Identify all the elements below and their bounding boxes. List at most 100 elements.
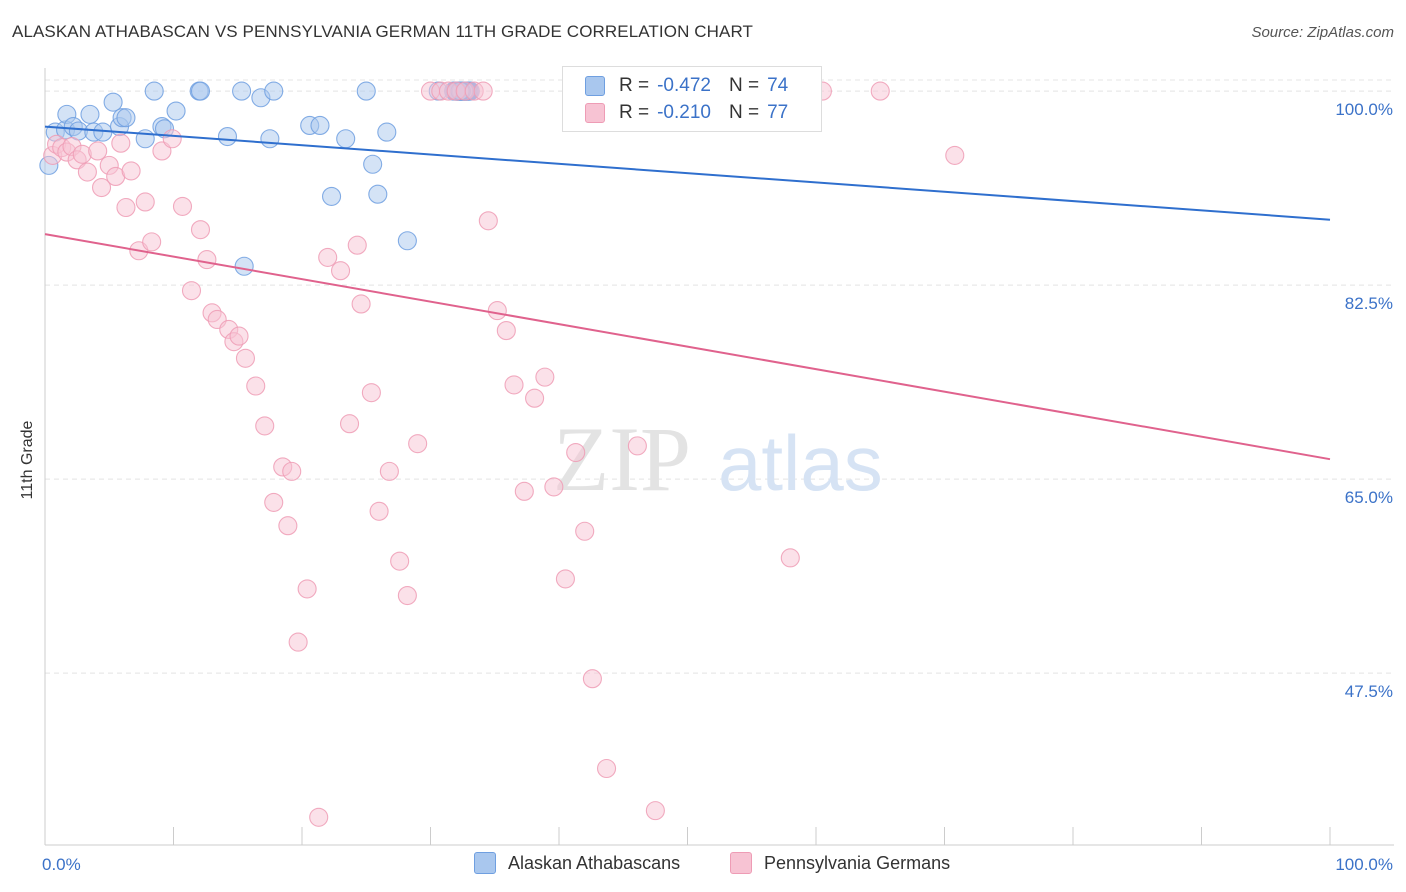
- y-tick-label: 100.0%: [1335, 100, 1393, 119]
- point-pa-german: [575, 521, 595, 541]
- point-pa-german: [288, 632, 308, 652]
- point-athabascan: [336, 129, 356, 149]
- point-pa-german: [504, 375, 524, 395]
- point-pa-german: [255, 416, 275, 436]
- point-pa-german: [91, 177, 112, 198]
- legend-swatch-athabascan: [585, 76, 605, 96]
- point-pa-german: [282, 461, 302, 481]
- point-athabascan: [363, 154, 383, 174]
- series-legend: Alaskan Athabascans Pennsylvania Germans: [0, 852, 1406, 876]
- point-pa-german: [496, 321, 516, 341]
- trend-lines: [44, 125, 1331, 461]
- point-pa-german: [347, 235, 367, 255]
- point-pa-german: [870, 81, 890, 101]
- point-pa-german: [535, 367, 555, 387]
- legend-swatch-pa-german: [730, 852, 752, 874]
- point-pa-german: [278, 516, 298, 536]
- point-pa-german: [397, 585, 417, 606]
- point-athabascan: [166, 101, 186, 121]
- watermark: ZIP atlas: [553, 408, 883, 510]
- point-pa-german: [264, 492, 284, 512]
- r-value-pa-german: -0.210: [657, 102, 711, 123]
- point-athabascan: [80, 104, 100, 124]
- point-pa-german: [351, 294, 371, 314]
- point-pa-german: [408, 434, 428, 454]
- legend-item-athabascan[interactable]: Alaskan Athabascans: [474, 852, 680, 874]
- point-pa-german: [111, 133, 131, 153]
- point-athabascan: [397, 231, 417, 251]
- point-pa-german: [116, 197, 136, 218]
- axes: [44, 68, 1394, 846]
- r-label: R =: [619, 102, 650, 123]
- legend-swatch-athabascan: [474, 852, 496, 874]
- x-tick-label-right: 100.0%: [1335, 855, 1393, 874]
- point-pa-german: [197, 250, 217, 270]
- n-value-pa-german: 77: [767, 102, 789, 123]
- legend-row-athabascan: R = -0.472 N = 74: [585, 75, 788, 97]
- legend-item-pa-german[interactable]: Pennsylvania Germans: [730, 852, 950, 874]
- point-pa-german: [596, 758, 617, 779]
- point-athabascan: [356, 81, 376, 101]
- point-pa-german: [152, 141, 172, 161]
- point-athabascan: [234, 256, 254, 276]
- point-athabascan: [368, 184, 388, 204]
- watermark-atlas: atlas: [718, 419, 883, 507]
- point-pa-german: [555, 569, 575, 589]
- legend-label-athabascan: Alaskan Athabascans: [508, 852, 681, 873]
- point-pa-german: [582, 669, 602, 689]
- trend-line-pa-german: [44, 233, 1331, 461]
- point-pa-german: [945, 145, 965, 165]
- point-athabascan: [232, 81, 252, 101]
- point-pa-german: [369, 501, 389, 521]
- point-pa-german: [566, 442, 586, 463]
- r-value-athabascan: -0.472: [657, 75, 711, 96]
- point-pa-german: [487, 301, 507, 321]
- point-pa-german: [379, 461, 399, 481]
- point-athabascan: [144, 81, 164, 101]
- y-tick-label: 65.0%: [1345, 488, 1393, 507]
- point-pa-german: [72, 144, 92, 164]
- legend-swatch-pa-german: [585, 103, 605, 123]
- y-tick-label: 47.5%: [1345, 682, 1393, 701]
- point-pa-german: [172, 196, 193, 216]
- point-athabascan: [264, 81, 284, 101]
- point-pa-german: [246, 376, 266, 396]
- legend-label-pa-german: Pennsylvania Germans: [764, 852, 951, 873]
- point-athabascan: [377, 122, 397, 142]
- point-pa-german: [544, 477, 564, 497]
- point-athabascan: [116, 108, 136, 128]
- point-pa-german: [162, 129, 182, 149]
- point-pa-german: [121, 161, 141, 181]
- point-pa-german: [525, 388, 545, 408]
- point-pa-german: [135, 192, 155, 212]
- legend-row-pa-german: R = -0.210 N = 77: [585, 102, 788, 124]
- stats-legend: R = -0.472 N = 74 R = -0.210 N = 77: [562, 66, 822, 132]
- point-pa-german: [361, 383, 381, 403]
- trend-line-athabascan: [44, 125, 1331, 221]
- point-pa-german: [318, 247, 338, 267]
- point-pa-german: [309, 807, 329, 827]
- chart-title: ALASKAN ATHABASCAN VS PENNSYLVANIA GERMA…: [12, 22, 754, 41]
- point-pa-german: [339, 414, 360, 434]
- point-pa-german: [390, 551, 410, 571]
- point-pa-german: [235, 348, 256, 368]
- n-label: N =: [728, 75, 760, 96]
- point-athabascan: [217, 126, 238, 147]
- point-athabascan: [190, 81, 211, 101]
- point-pa-german: [478, 211, 498, 231]
- point-pa-german: [190, 220, 211, 240]
- point-pa-german: [514, 481, 534, 501]
- point-pa-german: [297, 579, 317, 599]
- r-label: R =: [619, 75, 650, 96]
- point-pa-german: [473, 81, 493, 101]
- point-pa-german: [627, 436, 647, 456]
- point-athabascan: [260, 129, 280, 149]
- x-tick-label-left: 0.0%: [42, 855, 81, 874]
- point-pa-german: [77, 162, 97, 182]
- point-pa-german: [645, 801, 665, 821]
- point-athabascan: [310, 115, 330, 136]
- point-pa-german: [142, 232, 162, 252]
- chart-source: Source: ZipAtlas.com: [1251, 24, 1394, 41]
- y-tick-label: 82.5%: [1345, 294, 1393, 313]
